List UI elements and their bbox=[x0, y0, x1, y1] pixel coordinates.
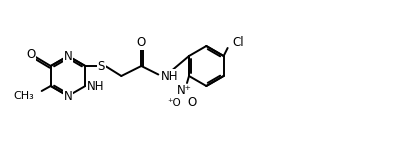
Text: N: N bbox=[64, 89, 72, 103]
Text: N⁺: N⁺ bbox=[176, 85, 192, 97]
Text: O: O bbox=[137, 36, 146, 49]
Text: CH₃: CH₃ bbox=[13, 91, 34, 101]
Text: ⁺O: ⁺O bbox=[167, 98, 181, 108]
Text: NH: NH bbox=[161, 70, 179, 82]
Text: NH: NH bbox=[87, 79, 105, 92]
Text: N: N bbox=[64, 49, 72, 63]
Text: O: O bbox=[187, 97, 197, 109]
Text: O: O bbox=[26, 48, 35, 61]
Text: S: S bbox=[98, 60, 105, 73]
Text: Cl: Cl bbox=[233, 36, 244, 49]
